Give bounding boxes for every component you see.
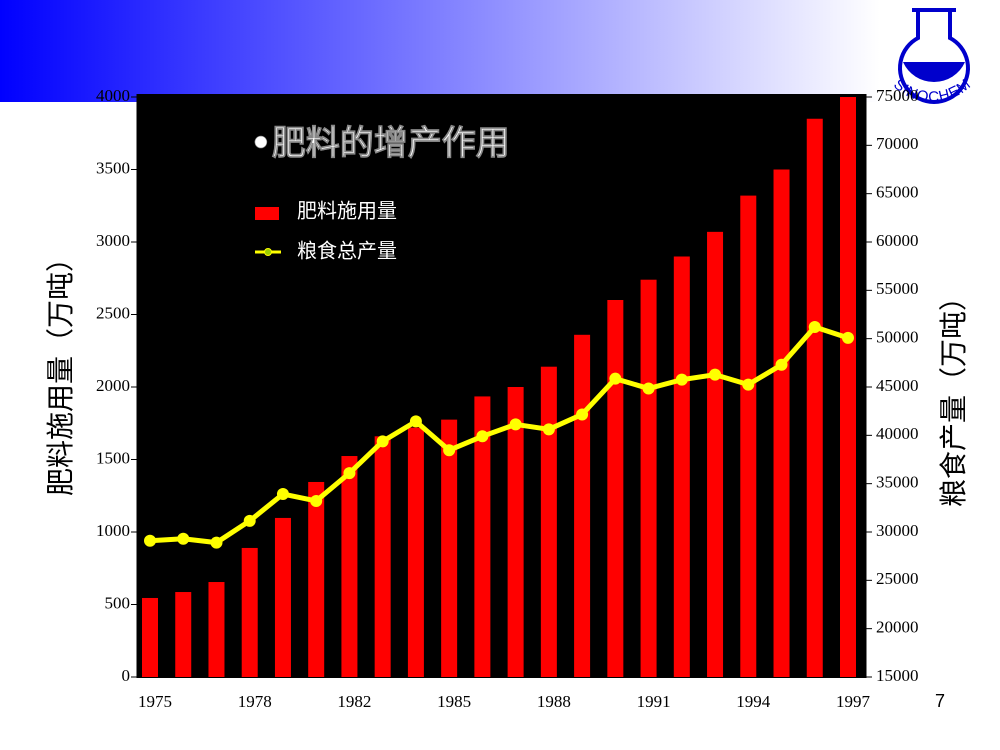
y-tick-label: 1000: [96, 521, 130, 540]
line-marker: [443, 444, 456, 457]
y-tick-label: 500: [105, 593, 131, 612]
bar: [707, 231, 724, 677]
line: [149, 324, 849, 546]
x-tick-label: 1997: [836, 692, 871, 711]
bar: [474, 396, 491, 677]
line-marker: [542, 423, 555, 436]
bar: [142, 597, 158, 677]
page-number: 7: [935, 691, 945, 711]
y2-tick-label: 50000: [876, 328, 919, 347]
bar: [607, 300, 624, 677]
y2-tick-label: 15000: [876, 666, 919, 685]
line-marker: [642, 382, 655, 395]
bar: [840, 97, 856, 677]
y-tick-label: 4000: [96, 86, 130, 105]
bar: [175, 592, 192, 677]
y-tick-label: 3500: [96, 158, 130, 177]
y2-tick-label: 20000: [876, 618, 919, 637]
line-marker: [609, 372, 622, 385]
y-tick-label: 2500: [96, 303, 130, 322]
bar: [773, 169, 790, 677]
line-marker: [276, 488, 289, 501]
y2-tick-label: 70000: [876, 134, 919, 153]
line-marker: [177, 532, 190, 545]
line-marker: [343, 467, 356, 480]
line-marker: [476, 430, 489, 443]
y2-tick-label: 55000: [876, 279, 919, 298]
line-marker: [509, 418, 522, 431]
y2-tick-label: 45000: [876, 376, 919, 395]
bar: [208, 582, 225, 677]
y2-tick-label: 75000: [876, 86, 919, 105]
line-marker: [310, 494, 323, 507]
y2-tick-label: 30000: [876, 521, 919, 540]
line-marker: [243, 514, 256, 527]
x-tick-label: 1994: [736, 692, 771, 711]
x-tick-label: 1991: [637, 692, 671, 711]
legend-label: 粮食总产量: [297, 239, 397, 263]
legend-swatch: [255, 207, 279, 220]
bar: [308, 481, 325, 677]
x-tick-label: 1985: [437, 692, 471, 711]
line-marker: [808, 320, 821, 333]
bar: [740, 195, 757, 677]
x-tick-label: 1988: [537, 692, 571, 711]
legend-marker: [264, 248, 272, 256]
x-tick-label: 1978: [238, 692, 272, 711]
line-marker: [376, 435, 389, 448]
line-marker: [210, 536, 223, 549]
bar: [540, 366, 557, 677]
line-marker: [775, 358, 788, 371]
y2-tick-label: 25000: [876, 569, 919, 588]
bar: [640, 279, 657, 677]
y-tick-label: 1500: [96, 448, 130, 467]
line-marker: [842, 331, 854, 344]
y-tick-label: 3000: [96, 231, 130, 250]
y2-axis-label: 粮食产量（万吨）: [937, 283, 970, 507]
chart-title: •肥料的增产作用: [250, 124, 510, 164]
x-tick-label: 1975: [138, 692, 172, 711]
y2-tick-label: 65000: [876, 183, 919, 202]
bar: [374, 436, 391, 677]
legend-label: 肥料施用量: [297, 199, 397, 223]
y2-tick-label: 40000: [876, 424, 919, 443]
header-band: [0, 0, 880, 102]
y-tick-label: 2000: [96, 376, 130, 395]
bar: [673, 256, 690, 677]
line-marker: [709, 368, 722, 381]
y-axis-label: 肥料施用量（万吨）: [44, 244, 77, 496]
line-marker: [144, 534, 156, 547]
bar: [574, 334, 591, 677]
line-marker: [675, 373, 688, 386]
y2-tick-label: 60000: [876, 231, 919, 250]
bar: [241, 547, 258, 677]
bar: [806, 118, 823, 677]
line-marker: [742, 378, 755, 391]
bar: [407, 427, 424, 677]
bar: [507, 387, 524, 677]
bar: [441, 419, 458, 677]
bar: [274, 517, 291, 677]
y2-tick-label: 35000: [876, 473, 919, 492]
x-tick-label: 1982: [337, 692, 371, 711]
bar: [341, 456, 358, 677]
line-marker: [409, 415, 422, 428]
y-tick-label: 0: [122, 666, 131, 685]
line-marker: [576, 408, 589, 421]
